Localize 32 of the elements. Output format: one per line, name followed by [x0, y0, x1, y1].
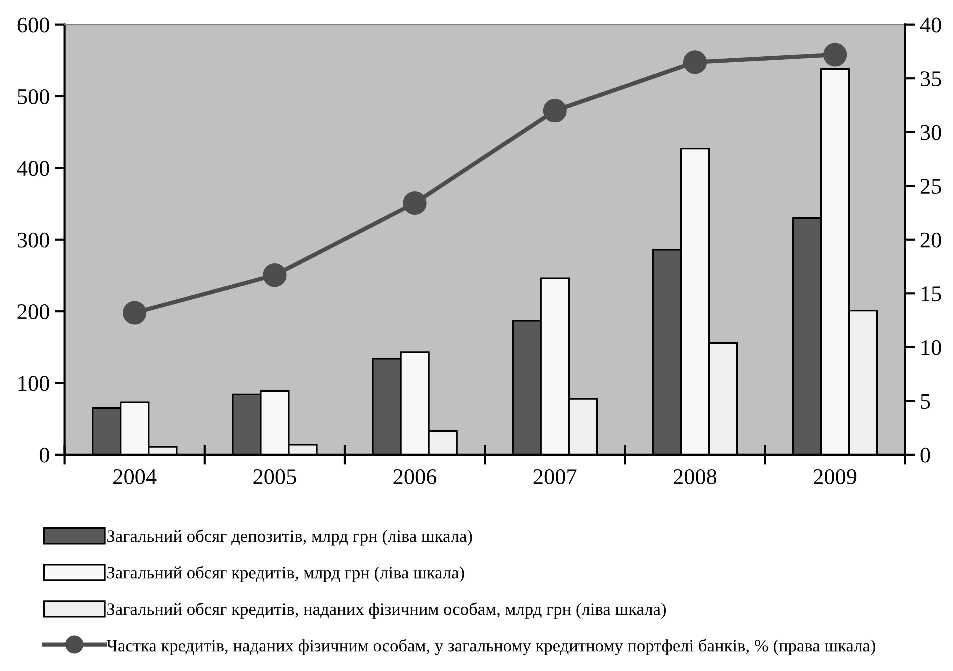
x-tick-label: 2006: [394, 469, 437, 484]
point: [263, 264, 287, 288]
x-tick-label: 2004: [114, 469, 157, 484]
point: [543, 99, 567, 123]
y2-tick-label: 15: [922, 286, 942, 302]
y-tick-label: 200: [18, 304, 50, 320]
y2-tick-label: 40: [920, 18, 942, 33]
y-tick-label: 500: [18, 89, 50, 104]
y2-tick-label: 20: [920, 232, 942, 248]
y-tick-label: 100: [18, 376, 50, 392]
y2-tick-label: 5: [921, 394, 930, 410]
point: [123, 301, 147, 325]
point: [824, 43, 848, 67]
legend-label: Загальний обсяг кредитів, наданих фізичним особам, млрд грн (ліва шкала): [108, 602, 666, 619]
legend-label: Частка кредитів, наданих фізичним особам, у загальному кредитному портфелі банків, % (права шкала): [106, 639, 876, 656]
x-tick-label: 2005: [254, 469, 296, 484]
legend-label: Загальний обсяг кредитів, млрд грн (ліва шкала): [108, 566, 464, 582]
x-tick-label: 2007: [534, 469, 577, 484]
y2-tick-label: 25: [920, 179, 942, 194]
point: [683, 50, 708, 74]
y2-tick-label: 0: [920, 448, 930, 463]
y-tick-label: 300: [18, 232, 50, 248]
x-tick-label: 2008: [674, 469, 717, 484]
y-tick-label: 600: [18, 18, 50, 33]
y2-tick-label: 35: [920, 72, 942, 87]
point: [403, 192, 427, 216]
y2-tick-label: 10: [922, 340, 942, 356]
y2-tick-label: 30: [920, 125, 942, 140]
y-tick-label: 0: [40, 448, 50, 463]
legend-label: Загальний обсяг депозитів, млрд грн (ліва шкала): [108, 530, 472, 546]
x-tick-label: 2009: [814, 469, 857, 484]
y-tick-label: 400: [17, 161, 50, 176]
